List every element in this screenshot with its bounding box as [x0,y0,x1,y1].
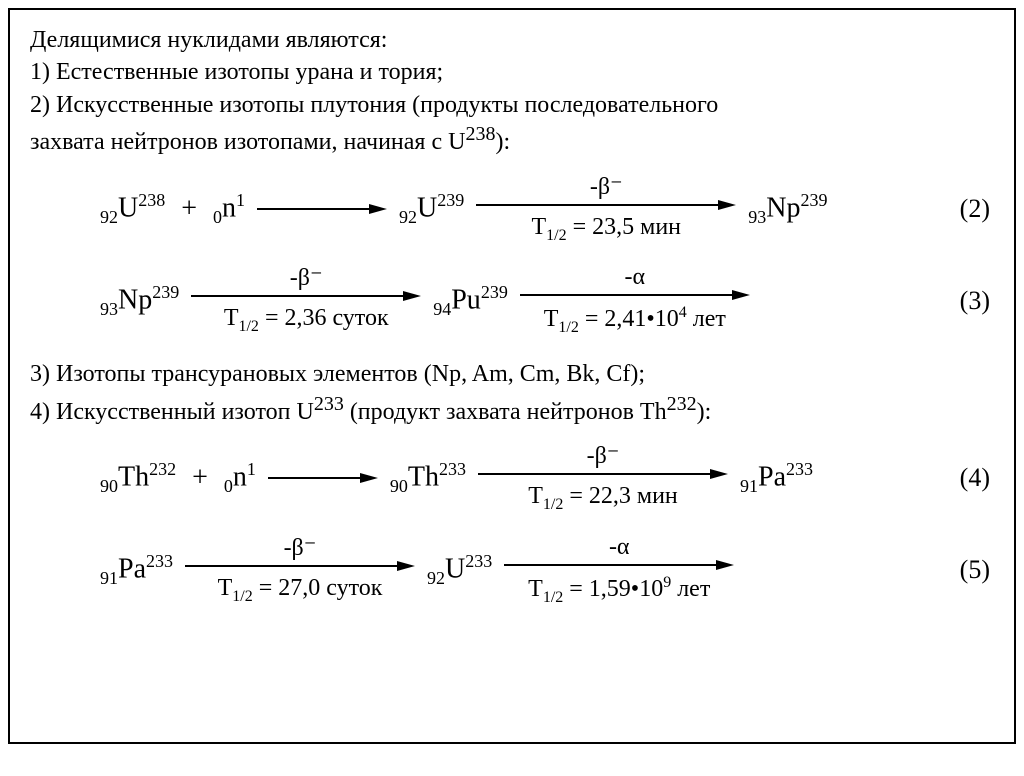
line2b: захвата нейтронов изотопами, начиная с U… [30,121,994,158]
line1: 1) Естественные изотопы урана и тория; [30,56,994,88]
arrow-bottom-label: T1/2 = 23,5 мин [531,215,681,244]
nuclide-Pa233b: 91Pa233 [100,551,173,589]
arrow-top-label: -α [609,535,630,559]
arrow-icon [268,470,378,486]
arrow-icon [478,466,728,482]
equation-4: 90Th232 + 0n1 90Th233 -β⁻ T1/2 = 22,3 мин… [30,444,994,513]
eq-number-4: (4) [960,463,994,493]
eq-number-5: (5) [960,555,994,585]
arrow-alpha: -α T1/2 = 1,59•109 лет [504,535,734,606]
equation-2: 92U238 + 0n1 92U239 -β⁻ T1/2 = 23,5 мин 9… [30,175,994,244]
arrow-beta: -β⁻ T1/2 = 23,5 мин [476,175,736,244]
arrow-top-label: -β⁻ [290,266,323,290]
arrow-top-label: -α [625,265,646,289]
arrow-beta: -β⁻ T1/2 = 2,36 суток [191,266,421,335]
page-frame: Делящимися нуклидами являются: 1) Естест… [8,8,1016,744]
arrow-beta: -β⁻ T1/2 = 27,0 суток [185,536,415,605]
nuclide-n: 0n1 [224,459,256,497]
nuclide-U233: 92U233 [427,551,492,589]
arrow-bottom-label: T1/2 = 2,41•104 лет [544,305,726,336]
arrow-bottom-label: T1/2 = 22,3 мин [528,484,678,513]
arrow-bottom-label: T1/2 = 2,36 суток [224,306,389,335]
equation-5: 91Pa233 -β⁻ T1/2 = 27,0 суток 92U233 -α T1… [30,535,994,606]
arrow-icon [504,557,734,573]
arrow-icon [185,558,415,574]
arrow-icon [476,197,736,213]
nuclide-Pu239: 94Pu239 [433,282,508,320]
nuclide-Pa233: 91Pa233 [740,459,813,497]
arrow-top-label: -β⁻ [587,444,620,468]
equation-3: 93Np239 -β⁻ T1/2 = 2,36 суток 94Pu239 -α T… [30,265,994,336]
eq-number-3: (3) [960,286,994,316]
arrow-plain [268,470,378,486]
arrow-icon [257,201,387,217]
eq-number-2: (2) [960,194,994,224]
nuclide-Th232: 90Th232 [100,459,176,497]
line3: 3) Изотопы трансурановых элементов (Np, … [30,358,994,390]
nuclide-U238: 92U238 [100,190,165,228]
arrow-bottom-label: T1/2 = 27,0 суток [218,576,383,605]
nuclide-Np239: 93Np239 [748,190,827,228]
arrow-icon [520,287,750,303]
line4: 4) Искусственный изотоп U233 (продукт за… [30,391,994,428]
nuclide-n: 0n1 [213,190,245,228]
arrow-alpha: -α T1/2 = 2,41•104 лет [520,265,750,336]
nuclide-Th233: 90Th233 [390,459,466,497]
nuclide-Np239b: 93Np239 [100,282,179,320]
line2a: 2) Искусственные изотопы плутония (проду… [30,89,994,121]
intro-text: Делящимися нуклидами являются: [30,24,994,56]
arrow-icon [191,288,421,304]
plus-sign: + [177,193,201,225]
arrow-bottom-label: T1/2 = 1,59•109 лет [528,575,710,606]
arrow-plain [257,201,387,217]
arrow-top-label: -β⁻ [590,175,623,199]
nuclide-U239: 92U239 [399,190,464,228]
arrow-beta: -β⁻ T1/2 = 22,3 мин [478,444,728,513]
plus-sign: + [188,462,212,494]
arrow-top-label: -β⁻ [284,536,317,560]
